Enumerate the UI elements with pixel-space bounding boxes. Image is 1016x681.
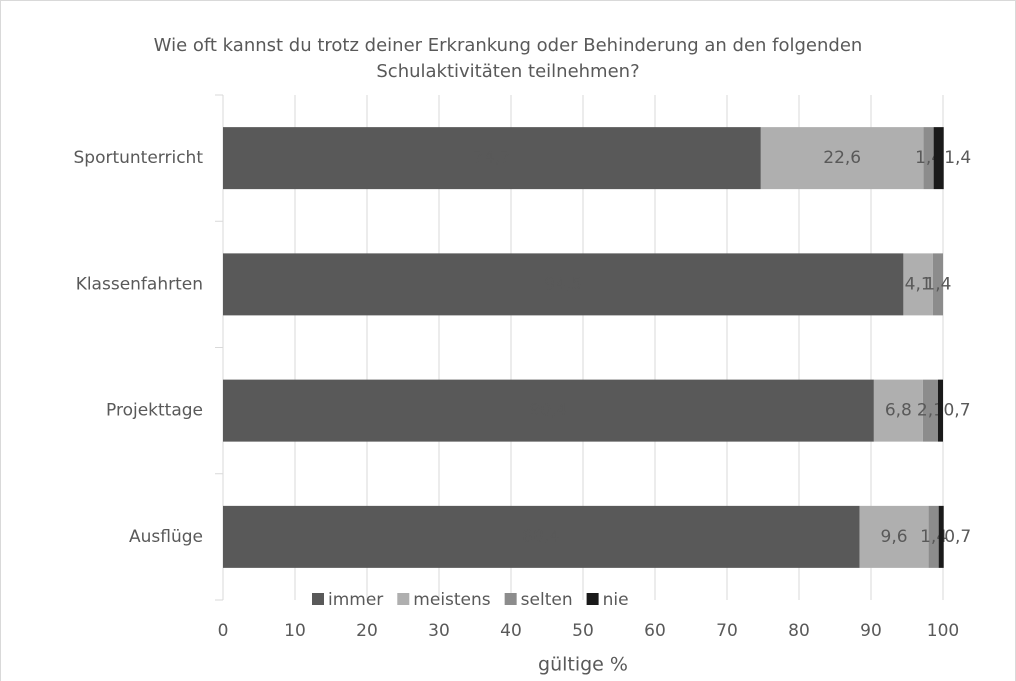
bar-segment — [932, 253, 943, 316]
legend-label: selten — [521, 590, 573, 610]
x-tick-label: 90 — [860, 621, 882, 641]
y-tick-label: Klassenfahrten — [76, 274, 203, 294]
x-tick-label: 30 — [428, 621, 450, 641]
legend-swatch — [504, 593, 517, 605]
x-tick-label: 40 — [500, 621, 522, 641]
value-label: 90,4 — [530, 401, 568, 421]
x-tick-label: 80 — [788, 621, 810, 641]
x-tick-label: 50 — [572, 621, 594, 641]
x-tick-label: 10 — [284, 621, 306, 641]
x-tick-label: 0 — [218, 621, 229, 641]
legend-label: meistens — [413, 590, 490, 610]
bar-segment — [223, 127, 761, 190]
x-tick-label: 20 — [356, 621, 378, 641]
value-label: 1,4 — [924, 274, 951, 294]
y-tick-label: Sportunterricht — [73, 148, 203, 168]
legend-swatch — [397, 593, 410, 605]
value-label: 2,1 — [917, 401, 944, 421]
bar-segment — [928, 505, 939, 568]
bar-segment — [938, 505, 944, 568]
value-label: 9,6 — [881, 527, 908, 547]
legend-swatch — [586, 593, 599, 605]
x-axis-title: gültige % — [538, 654, 628, 676]
value-label: 0,7 — [943, 401, 970, 421]
value-label: 6,8 — [885, 401, 912, 421]
legend-swatch — [312, 593, 324, 605]
x-tick-label: 100 — [927, 621, 959, 641]
bar-segment — [903, 253, 933, 316]
bar-segment — [922, 379, 938, 442]
bar-segment — [223, 505, 860, 568]
legend-label: nie — [603, 590, 629, 610]
value-label: 94,5 — [544, 274, 582, 294]
value-label: 4,1 — [905, 274, 932, 294]
bar-segment — [933, 127, 944, 190]
y-tick-label: Projekttage — [106, 401, 203, 421]
value-label: 88,4 — [522, 527, 560, 547]
value-label: 74,7 — [473, 148, 511, 168]
bar-segment — [923, 127, 934, 190]
value-label: 22,6 — [823, 148, 861, 168]
bar-segment — [223, 379, 874, 442]
value-label: 0,7 — [944, 527, 971, 547]
y-tick-label: Ausflüge — [129, 527, 203, 547]
bar-segment — [873, 379, 923, 442]
value-label: 1,4 — [944, 148, 971, 168]
bar-segment — [760, 127, 924, 190]
bar-segment — [937, 379, 943, 442]
x-tick-label: 60 — [644, 621, 666, 641]
chart-title: Wie oft kannst du trotz deiner Erkrankun… — [153, 35, 863, 82]
bar-segment — [223, 253, 904, 316]
legend-label: immer — [328, 590, 383, 610]
bar-segment — [859, 505, 929, 568]
x-tick-label: 70 — [716, 621, 738, 641]
